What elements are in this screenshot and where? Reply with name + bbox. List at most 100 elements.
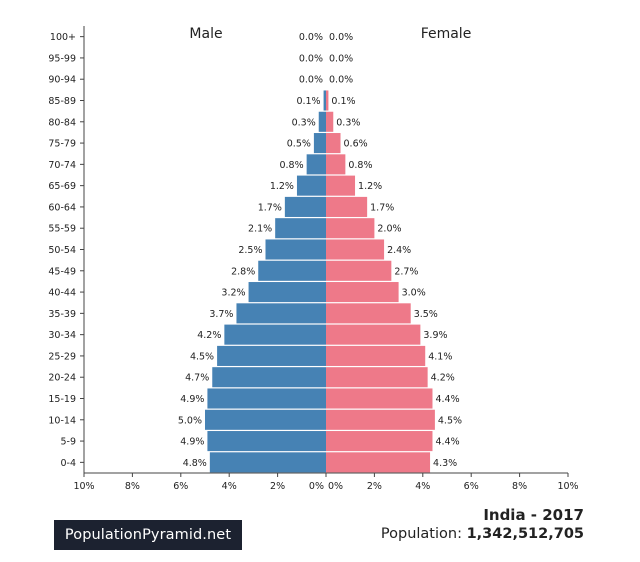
brand-badge[interactable]: PopulationPyramid.net [54, 520, 242, 550]
bar-female-45-49 [326, 260, 392, 281]
population-value: 1,342,512,705 [466, 526, 584, 542]
value-label-male-5-9: 4.9% [180, 437, 204, 448]
value-label-female-20-24: 4.2% [431, 373, 455, 384]
value-label-female-40-44: 3.0% [402, 288, 426, 299]
bar-male-50-54 [265, 239, 326, 260]
value-label-male-50-54: 2.5% [238, 245, 262, 256]
x-tick-label-11: 10% [557, 481, 578, 492]
value-label-female-95-99: 0.0% [329, 53, 353, 64]
country-year-title: India - 2017 [483, 506, 584, 524]
value-label-female-10-14: 4.5% [438, 415, 462, 426]
category-label-100+: 100+ [50, 32, 76, 43]
bar-male-85-89 [323, 90, 326, 111]
category-label-50-54: 50-54 [48, 245, 76, 256]
value-label-male-25-29: 4.5% [190, 351, 214, 362]
value-label-female-80-84: 0.3% [336, 117, 360, 128]
x-tick-label-8: 4% [415, 481, 430, 492]
category-label-85-89: 85-89 [48, 96, 76, 107]
value-label-male-60-64: 1.7% [258, 202, 282, 213]
bar-female-80-84 [326, 111, 334, 132]
male-bars [205, 26, 327, 473]
category-label-75-79: 75-79 [48, 139, 76, 150]
value-label-male-100+: 0.0% [299, 32, 323, 43]
population-pyramid-chart: Male Female 4.8% 4.3% 0-4 4.9% 4.4% 5-9 5.0% 4.5%… [48, 26, 579, 492]
value-label-male-0-4: 4.8% [183, 458, 207, 469]
category-label-95-99: 95-99 [48, 53, 76, 64]
series-title-male: Male [189, 26, 222, 42]
bar-female-30-34 [326, 324, 421, 345]
value-label-male-70-74: 0.8% [279, 160, 303, 171]
bar-female-40-44 [326, 282, 399, 303]
value-label-female-55-59: 2.0% [377, 224, 401, 235]
category-label-10-14: 10-14 [48, 415, 76, 426]
brand-label: PopulationPyramid.net [64, 527, 232, 543]
bar-female-75-79 [326, 133, 341, 154]
category-label-45-49: 45-49 [48, 266, 76, 277]
category-label-70-74: 70-74 [48, 160, 76, 171]
bar-male-70-74 [306, 154, 326, 175]
bar-male-5-9 [207, 431, 326, 452]
value-label-female-90-94: 0.0% [329, 75, 353, 86]
value-label-male-40-44: 3.2% [221, 288, 245, 299]
x-tick-label-2: 6% [173, 481, 188, 492]
x-tick-label-1: 8% [125, 481, 140, 492]
value-label-male-55-59: 2.1% [248, 224, 272, 235]
bar-male-65-69 [296, 175, 326, 196]
x-tick-label-10: 8% [512, 481, 527, 492]
bar-female-55-59 [326, 218, 375, 239]
value-label-female-65-69: 1.2% [358, 181, 382, 192]
category-label-15-19: 15-19 [48, 394, 76, 405]
bar-female-10-14 [326, 409, 435, 430]
value-label-female-60-64: 1.7% [370, 202, 394, 213]
value-label-male-10-14: 5.0% [178, 415, 202, 426]
bar-male-60-64 [284, 196, 326, 217]
bar-female-5-9 [326, 431, 433, 452]
x-tick-label-3: 4% [222, 481, 237, 492]
value-label-female-15-19: 4.4% [435, 394, 459, 405]
bar-female-20-24 [326, 367, 428, 388]
value-label-female-30-34: 3.9% [423, 330, 447, 341]
value-label-male-45-49: 2.8% [231, 266, 255, 277]
bar-male-20-24 [212, 367, 326, 388]
bar-male-0-4 [209, 452, 326, 473]
axes [80, 26, 569, 477]
x-tick-label-0: 10% [73, 481, 94, 492]
value-label-male-20-24: 4.7% [185, 373, 209, 384]
category-label-40-44: 40-44 [48, 288, 76, 299]
bar-male-40-44 [248, 282, 326, 303]
population-line: Population: 1,342,512,705 [381, 526, 584, 542]
x-tick-label-5: 0% [309, 481, 324, 492]
x-tick-label-7: 2% [367, 481, 382, 492]
category-label-90-94: 90-94 [48, 75, 76, 86]
category-label-0-4: 0-4 [60, 458, 76, 469]
value-label-male-15-19: 4.9% [180, 394, 204, 405]
x-tick-label-6: 0% [328, 481, 343, 492]
bar-male-25-29 [217, 345, 326, 366]
category-label-80-84: 80-84 [48, 117, 76, 128]
value-label-male-65-69: 1.2% [270, 181, 294, 192]
bar-male-15-19 [207, 388, 326, 409]
bar-female-70-74 [326, 154, 346, 175]
category-label-30-34: 30-34 [48, 330, 76, 341]
bar-female-60-64 [326, 196, 368, 217]
chart-labels: Male Female 4.8% 4.3% 0-4 4.9% 4.4% 5-9 5.0% 4.5%… [48, 26, 578, 492]
bar-male-45-49 [258, 260, 326, 281]
population-label: Population: [380, 526, 462, 542]
category-label-55-59: 55-59 [48, 224, 76, 235]
category-label-20-24: 20-24 [48, 373, 76, 384]
value-label-female-75-79: 0.6% [344, 139, 368, 150]
bar-male-35-39 [236, 303, 326, 324]
bar-female-0-4 [326, 452, 431, 473]
bar-female-15-19 [326, 388, 433, 409]
value-label-female-45-49: 2.7% [394, 266, 418, 277]
bar-male-75-79 [313, 133, 326, 154]
value-label-female-0-4: 4.3% [433, 458, 457, 469]
value-label-male-30-34: 4.2% [197, 330, 221, 341]
bar-male-30-34 [224, 324, 326, 345]
x-tick-label-9: 6% [464, 481, 479, 492]
value-label-female-100+: 0.0% [329, 32, 353, 43]
x-tick-label-4: 2% [270, 481, 285, 492]
category-label-5-9: 5-9 [60, 437, 76, 448]
category-label-60-64: 60-64 [48, 202, 76, 213]
bar-female-65-69 [326, 175, 356, 196]
